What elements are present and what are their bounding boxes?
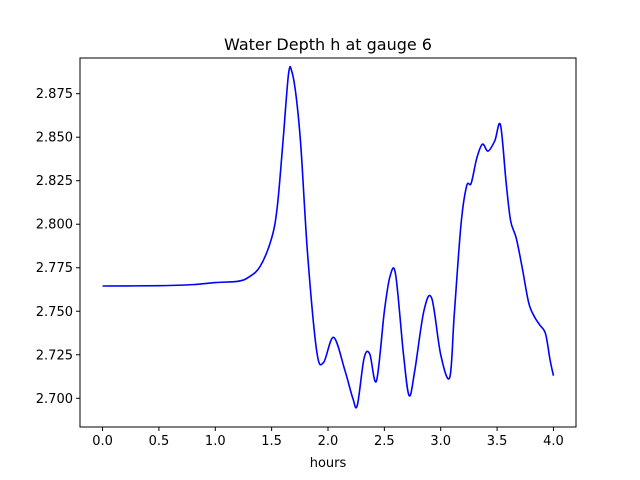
x-tick-label: 2.0 [318,434,339,449]
y-tick-label: 2.800 [36,218,73,233]
y-tick-label: 2.775 [36,261,73,276]
x-tick-label: 3.0 [430,434,451,449]
x-tick-label: 0.5 [149,434,170,449]
y-tick-label: 2.875 [36,87,73,102]
series-layer [102,66,555,409]
y-tick-label: 2.850 [36,131,73,146]
y-tick-label: 2.700 [36,392,73,407]
x-tick-label: 4.0 [543,434,564,449]
chart-title: Water Depth h at gauge 6 [224,35,432,54]
y-axis: 2.700 2.725 2.750 2.775 2.800 2.825 2.850 2.875 [36,87,80,407]
x-tick-label: 1.5 [261,434,282,449]
x-axis: 0.0 0.5 1.0 1.5 2.0 2.5 3.0 3.5 4.0 [92,427,564,449]
axes-frame [79,57,577,428]
x-tick-label: 0.0 [92,434,113,449]
x-axis-label: hours [310,456,347,471]
x-tick-label: 2.5 [374,434,395,449]
series-line [102,66,555,409]
x-tick-label: 3.5 [487,434,508,449]
y-tick-label: 2.825 [36,174,73,189]
x-tick-label: 1.0 [205,434,226,449]
y-tick-label: 2.725 [36,348,73,363]
y-tick-label: 2.750 [36,305,73,320]
